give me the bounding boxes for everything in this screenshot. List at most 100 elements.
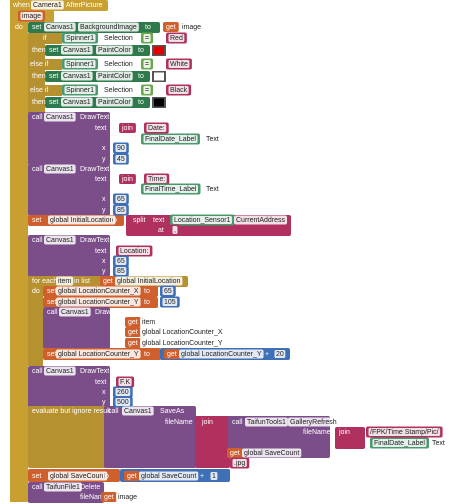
call-block — [300, 427, 330, 449]
block-label: TaifunTools1 — [247, 419, 286, 426]
dropdown-field — [288, 417, 339, 427]
block-label: when — [12, 2, 30, 9]
block-label: get — [104, 494, 114, 501]
block-label: call — [32, 166, 43, 173]
dropdown-field — [56, 297, 141, 307]
block-label: SaveAs — [160, 408, 185, 415]
block-label: Red — [170, 35, 183, 42]
for-each-stripe — [28, 276, 43, 366]
dropdown-field — [56, 349, 141, 359]
dropdown-field — [245, 417, 288, 427]
block-label: join — [121, 125, 133, 132]
block-label: Spinner1 — [66, 61, 94, 68]
block-label: /FPK/Time Stamp/Pic/ — [370, 429, 439, 436]
block-label: get — [166, 24, 176, 31]
block-label: = — [145, 61, 149, 68]
block-label: Canvas1 — [46, 368, 74, 375]
block-label: Selection — [104, 87, 133, 94]
value-field — [115, 195, 127, 203]
call-block — [28, 112, 110, 165]
if-row — [28, 85, 62, 96]
dropdown-field — [140, 317, 158, 327]
dropdown-field — [204, 184, 221, 194]
dropdown-field — [102, 33, 135, 43]
block-label: get — [103, 278, 113, 285]
block-label: Canvas1 — [46, 166, 74, 173]
block-label: AfterPicture — [66, 2, 103, 9]
block-label: get — [128, 329, 138, 336]
block-label: 20 — [276, 351, 284, 358]
dropdown-field — [234, 215, 288, 225]
dropdown-field — [102, 85, 135, 95]
block-label: item — [142, 319, 155, 326]
block-label: call — [232, 419, 243, 426]
value-field — [146, 124, 167, 132]
dropdown-field — [44, 482, 82, 492]
block-label: call — [32, 368, 43, 375]
block-label: set — [49, 73, 58, 80]
value-field — [115, 388, 131, 396]
block-label: 65 — [117, 196, 125, 203]
block-label: get — [127, 473, 137, 480]
dropdown-field — [179, 349, 264, 359]
block-label: to — [144, 351, 150, 358]
value-field — [115, 398, 131, 406]
block-label: text — [95, 379, 106, 386]
block-label: Black — [170, 87, 188, 94]
block-label: set — [49, 47, 58, 54]
block-label: + — [200, 473, 204, 480]
value-field — [115, 206, 127, 214]
block-label: global InitialLocation — [50, 217, 114, 224]
block-label: Location_Sensor1 — [174, 217, 231, 224]
block-label: x — [118, 329, 122, 336]
dropdown-field — [78, 22, 139, 32]
block-label: Selection — [104, 35, 133, 42]
value-field — [20, 12, 43, 20]
dropdown-field — [96, 71, 133, 81]
value-field — [143, 135, 198, 143]
block-label: y — [102, 399, 106, 406]
block-label: y — [102, 156, 106, 163]
block-label: at — [158, 227, 164, 234]
value-block — [164, 349, 180, 359]
block-label: Spinner1 — [66, 87, 94, 94]
dropdown-field — [56, 286, 141, 296]
value-block — [100, 276, 116, 286]
block-label: DrawText — [80, 237, 109, 244]
block-label: Canvas1 — [61, 309, 89, 316]
value-field — [368, 428, 441, 436]
block-label: Canvas1 — [46, 24, 74, 31]
block-label: get — [167, 351, 177, 358]
block-label: do — [15, 24, 23, 31]
block-label: if — [43, 35, 47, 42]
block-label: GalleryRefresh — [290, 419, 337, 426]
block-label: call — [47, 309, 58, 316]
value-block — [119, 123, 136, 133]
value-field — [118, 378, 132, 386]
block-label: then — [32, 73, 46, 80]
dropdown-field — [96, 45, 133, 55]
block-label: set — [32, 24, 41, 31]
block-label: F.K — [120, 379, 130, 386]
block-label: join — [201, 419, 213, 426]
block-label: 85 — [117, 268, 125, 275]
value-field — [115, 144, 127, 152]
block-label: get — [230, 450, 240, 457]
if-row — [28, 59, 62, 70]
value-block — [125, 338, 141, 348]
block-label: fileName — [80, 494, 108, 501]
block-label: in list — [74, 278, 90, 285]
color-swatch — [154, 98, 164, 107]
value-field — [64, 86, 96, 94]
event-stripe — [10, 0, 28, 502]
block-label: White — [170, 61, 188, 68]
block-label: join — [121, 176, 133, 183]
value-field — [64, 60, 96, 68]
block-label: to — [103, 473, 109, 480]
block-label: text — [95, 248, 106, 255]
dropdown-field — [44, 22, 76, 32]
block-label: PaintColor — [98, 99, 131, 106]
value-block — [227, 448, 243, 458]
block-label: then — [32, 47, 46, 54]
